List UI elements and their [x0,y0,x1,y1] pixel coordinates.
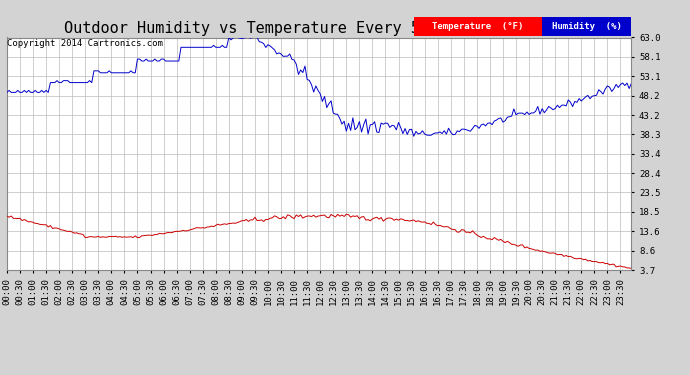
Text: Temperature  (°F): Temperature (°F) [432,22,524,31]
Title: Outdoor Humidity vs Temperature Every 5 Minutes 20140225: Outdoor Humidity vs Temperature Every 5 … [63,21,575,36]
Text: Copyright 2014 Cartronics.com: Copyright 2014 Cartronics.com [7,39,163,48]
Text: Humidity  (%): Humidity (%) [551,22,622,31]
